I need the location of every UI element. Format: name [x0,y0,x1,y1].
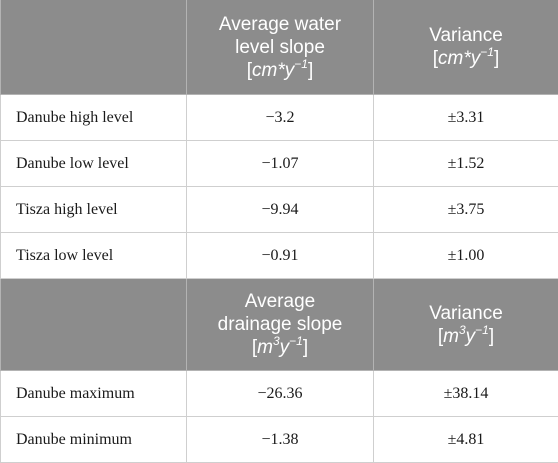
row-label: Danube minimum [1,417,187,463]
slope-value: −1.07 [187,141,374,187]
header-text-line: drainage slope [193,313,367,336]
variance-value: ±1.00 [374,233,558,279]
table-row: Tisza high level −9.94 ±3.75 [1,187,558,233]
header-text-line: Variance [380,302,552,325]
unit-exponent: −1 [475,323,489,337]
header-unit: [cm*y−1] [380,47,552,70]
unit-exponent: −1 [289,334,303,348]
unit-exponent: −1 [294,57,308,71]
header-variance: Variance [m3y−1] [374,279,558,371]
row-label: Danube low level [1,141,187,187]
header-average-water-level-slope: Average water level slope [cm*y−1] [187,0,374,95]
variance-value: ±38.14 [374,371,558,417]
unit-text: cm*y [252,60,294,81]
slope-value: −0.91 [187,233,374,279]
table-row: Tisza low level −0.91 ±1.00 [1,233,558,279]
header-text-line: level slope [193,36,367,59]
variance-value: ±4.81 [374,417,558,463]
header-text-line: Variance [380,24,552,47]
header-unit: [m3y−1] [193,336,367,359]
unit-text: y [466,326,476,347]
header-text-line: Average [193,290,367,313]
header-variance: Variance [cm*y−1] [374,0,558,95]
row-label: Tisza high level [1,187,187,233]
variance-value: ±3.75 [374,187,558,233]
header-unit: [cm*y−1] [193,59,367,82]
header-blank-cell [1,279,187,371]
table-row: Danube high level −3.2 ±3.31 [1,95,558,141]
row-label: Danube high level [1,95,187,141]
slope-value: −26.36 [187,371,374,417]
slope-value: −9.94 [187,187,374,233]
unit-exponent: −1 [480,45,494,59]
header-row-water-level: Average water level slope [cm*y−1] Varia… [1,0,558,95]
row-label: Danube maximum [1,371,187,417]
table-row: Danube maximum −26.36 ±38.14 [1,371,558,417]
header-row-drainage: Average drainage slope [m3y−1] Variance … [1,279,558,371]
unit-text: y [280,337,290,358]
header-average-drainage-slope: Average drainage slope [m3y−1] [187,279,374,371]
row-label: Tisza low level [1,233,187,279]
slope-value: −3.2 [187,95,374,141]
variance-value: ±3.31 [374,95,558,141]
unit-exponent: 3 [273,334,280,348]
variance-value: ±1.52 [374,141,558,187]
table-row: Danube minimum −1.38 ±4.81 [1,417,558,463]
unit-text: m [443,326,459,347]
header-unit: [m3y−1] [380,325,552,348]
unit-text: cm*y [438,48,480,69]
header-text-line: Average water [193,13,367,36]
table-row: Danube low level −1.07 ±1.52 [1,141,558,187]
slope-value: −1.38 [187,417,374,463]
header-blank-cell [1,0,187,95]
unit-text: m [257,337,273,358]
unit-exponent: 3 [459,323,466,337]
